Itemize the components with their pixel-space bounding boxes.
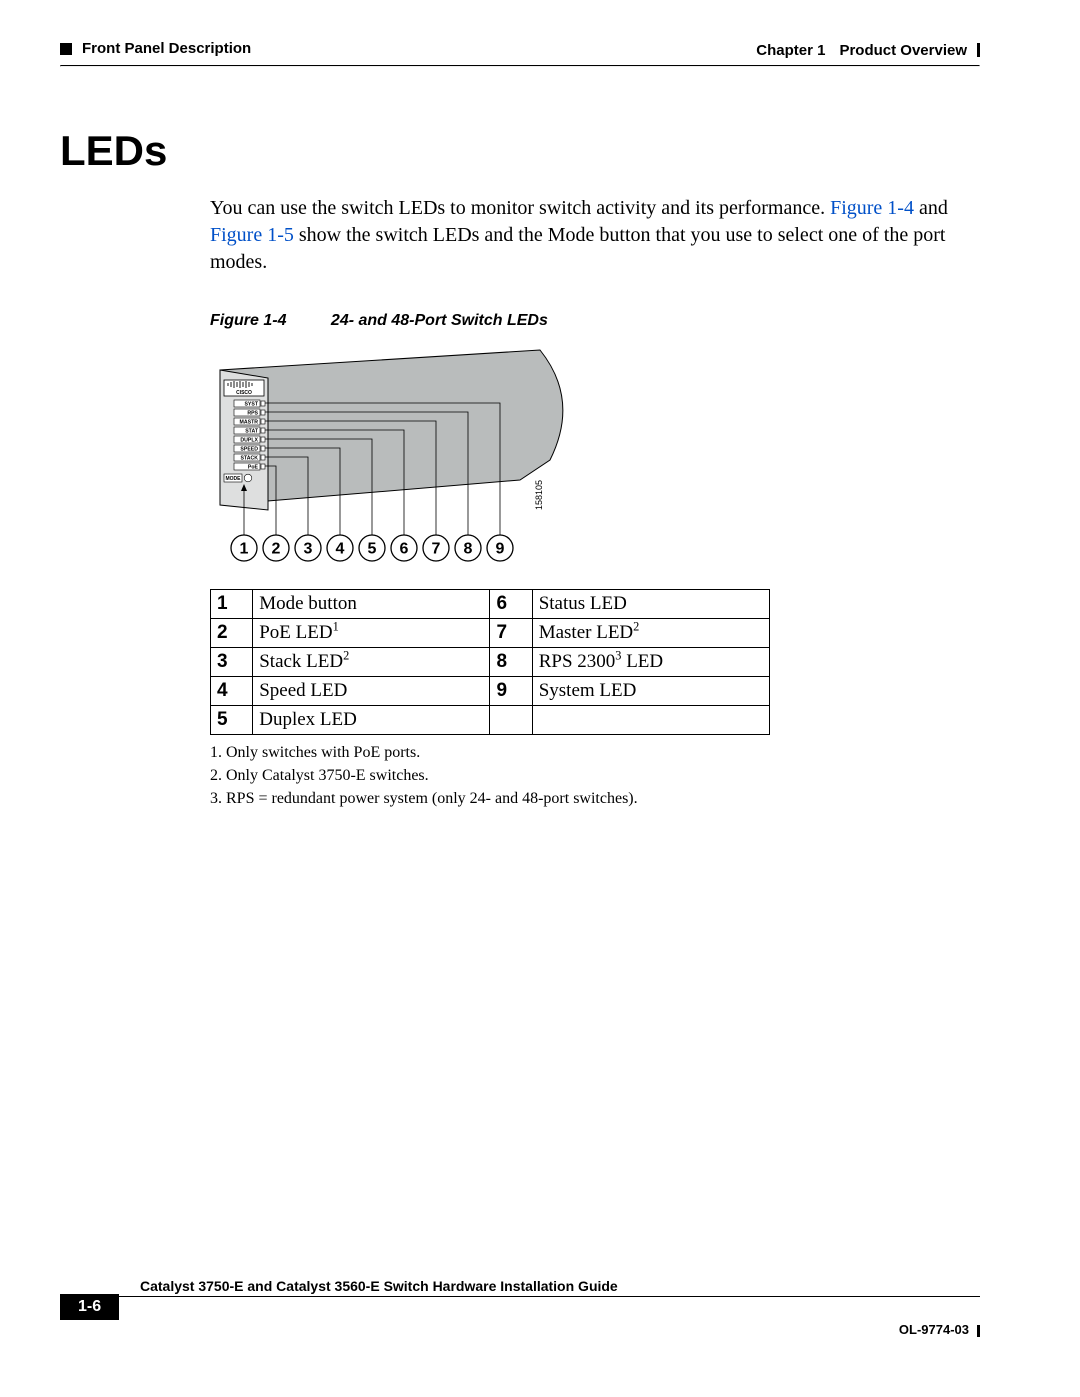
- intro-mid: and: [914, 197, 948, 219]
- callout-4: 4: [336, 540, 345, 557]
- header-square-icon: [60, 43, 72, 55]
- table-row: 3 Stack LED2 8 RPS 23003 LED: [211, 647, 770, 676]
- callout-6: 6: [400, 540, 409, 557]
- callout-7: 7: [432, 540, 441, 557]
- cell-desc: Stack LED2: [253, 647, 490, 676]
- callout-2: 2: [272, 540, 281, 557]
- mode-label: MODE: [226, 476, 242, 482]
- mode-button-icon: [244, 474, 252, 482]
- callout-5: 5: [368, 540, 377, 557]
- cell-desc: Speed LED: [253, 676, 490, 705]
- cell-desc: Duplex LED: [253, 705, 490, 734]
- table-row: 5 Duplex LED: [211, 705, 770, 734]
- led-label-poe: PoE: [248, 464, 259, 470]
- led-label-mastr: MASTR: [240, 419, 259, 425]
- section-heading: LEDs: [60, 127, 980, 175]
- led-label-rps: RPS: [247, 410, 258, 416]
- cell-desc: System LED: [532, 676, 769, 705]
- artwork-id: 158105: [534, 479, 544, 509]
- cisco-text: CISCO: [236, 390, 252, 396]
- led-label-syst: SYST: [244, 401, 258, 407]
- callout-row: 1 2 3 4 5: [231, 535, 513, 561]
- figure-1-4: CISCO SYST RPS MAS: [210, 340, 980, 575]
- led-label-speed: SPEED: [240, 446, 258, 452]
- switch-led-diagram: CISCO SYST RPS MAS: [210, 340, 590, 570]
- led-indicator: [261, 401, 265, 406]
- led-label-duplx: DUPLX: [240, 437, 258, 443]
- cell-num: 7: [490, 618, 532, 647]
- table-row: 4 Speed LED 9 System LED: [211, 676, 770, 705]
- header-right: Chapter 1 Product Overview: [756, 42, 980, 59]
- cell-num: 5: [211, 705, 253, 734]
- table-row: 1 Mode button 6 Status LED: [211, 589, 770, 618]
- intro-pre: You can use the switch LEDs to monitor s…: [210, 197, 830, 219]
- guide-title: Catalyst 3750-E and Catalyst 3560-E Swit…: [140, 1278, 980, 1294]
- cell-num: [490, 705, 532, 734]
- figure-link-1-5[interactable]: Figure 1-5: [210, 224, 294, 246]
- figure-link-1-4[interactable]: Figure 1-4: [830, 197, 914, 219]
- header-rule: [60, 65, 980, 67]
- cell-desc: Mode button: [253, 589, 490, 618]
- led-label-stat: STAT: [245, 428, 259, 434]
- header-bar-icon: [977, 43, 980, 57]
- footnote-1: 1. Only switches with PoE ports.: [210, 741, 980, 764]
- document-number: OL-9774-03: [60, 1322, 980, 1337]
- callout-8: 8: [464, 540, 473, 557]
- led-label-stack: STACK: [241, 455, 259, 461]
- callout-1: 1: [240, 540, 249, 557]
- page-footer: Catalyst 3750-E and Catalyst 3560-E Swit…: [60, 1278, 980, 1337]
- cell-desc: Master LED2: [532, 618, 769, 647]
- cell-num: 8: [490, 647, 532, 676]
- cell-num: 3: [211, 647, 253, 676]
- footer-rule: [119, 1296, 980, 1298]
- cell-num: 9: [490, 676, 532, 705]
- table-row: 2 PoE LED1 7 Master LED2: [211, 618, 770, 647]
- header-section: Front Panel Description: [82, 40, 251, 57]
- cell-num: 6: [490, 589, 532, 618]
- cell-desc: Status LED: [532, 589, 769, 618]
- led-callout-table: 1 Mode button 6 Status LED 2 PoE LED1 7 …: [210, 589, 770, 735]
- chapter-title: Product Overview: [839, 42, 967, 59]
- footnote-3: 3. RPS = redundant power system (only 24…: [210, 787, 980, 810]
- callout-3: 3: [304, 540, 313, 557]
- figure-caption: Figure 1-4 24- and 48-Port Switch LEDs: [210, 312, 980, 330]
- intro-paragraph: You can use the switch LEDs to monitor s…: [210, 195, 970, 276]
- callout-9: 9: [496, 540, 505, 557]
- header-left: Front Panel Description: [60, 40, 251, 57]
- chapter-number: Chapter 1: [756, 42, 825, 59]
- cell-num: 4: [211, 676, 253, 705]
- table-footnotes: 1. Only switches with PoE ports. 2. Only…: [210, 741, 980, 811]
- cell-desc: PoE LED1: [253, 618, 490, 647]
- figure-number: Figure 1-4: [210, 312, 286, 330]
- cell-desc: [532, 705, 769, 734]
- intro-post: show the switch LEDs and the Mode button…: [210, 224, 945, 273]
- page-number: 1-6: [60, 1294, 119, 1320]
- footer-bar-icon: [977, 1325, 980, 1337]
- cell-num: 1: [211, 589, 253, 618]
- cell-desc: RPS 23003 LED: [532, 647, 769, 676]
- device-body: [220, 350, 563, 505]
- figure-title: 24- and 48-Port Switch LEDs: [331, 312, 548, 329]
- cell-num: 2: [211, 618, 253, 647]
- page-header: Front Panel Description Chapter 1 Produc…: [60, 40, 980, 59]
- footnote-2: 2. Only Catalyst 3750-E switches.: [210, 764, 980, 787]
